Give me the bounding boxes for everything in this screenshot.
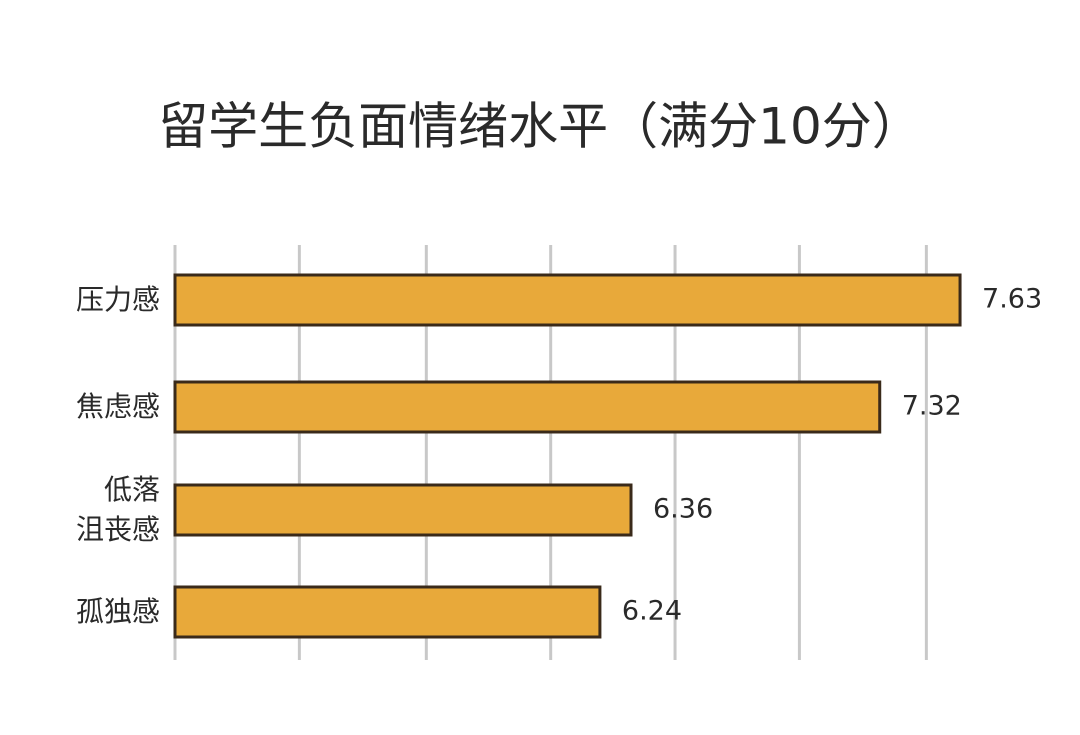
value-label: 7.63	[982, 284, 1042, 315]
category-label: 焦虑感	[75, 390, 160, 423]
bar	[173, 380, 882, 434]
value-label: 7.32	[902, 391, 962, 422]
category-label: 孤独感	[75, 595, 160, 628]
value-label: 6.24	[622, 596, 682, 627]
value-label: 6.36	[653, 494, 713, 525]
bar	[173, 585, 602, 639]
category-label: 低落 沮丧感	[75, 473, 160, 546]
chart-title: 留学生负面情绪水平（满分10分）	[158, 98, 922, 156]
bar	[173, 483, 633, 537]
bar	[173, 273, 962, 327]
category-label: 压力感	[75, 283, 160, 316]
